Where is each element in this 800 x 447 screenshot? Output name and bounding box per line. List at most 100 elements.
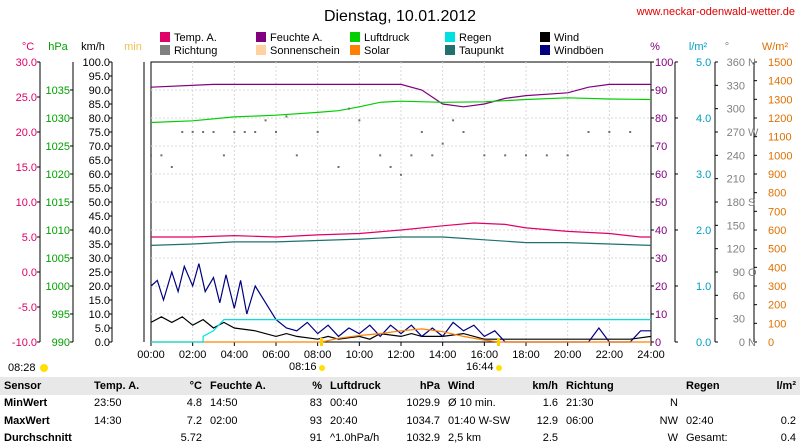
unit-rain: l/m²	[689, 41, 708, 53]
svg-text:Feuchte A.: Feuchte A.	[270, 32, 323, 44]
tick-label-wind: 10.0	[89, 309, 110, 321]
series-taupunkt	[150, 236, 652, 246]
legend-item-gusts[interactable]: Windböen	[540, 45, 604, 57]
chart-title: Dienstag, 10.01.2012	[324, 8, 476, 25]
tick-label-wind: 70.0	[89, 141, 110, 153]
tick-label-direction: 180	[727, 197, 745, 209]
tick-label-temp: 0.0	[22, 267, 37, 279]
tick-label-wind: 35.0	[89, 239, 110, 251]
unit-wind: km/h	[81, 41, 105, 53]
direction-point	[629, 131, 632, 133]
direction-point	[170, 166, 173, 168]
tick-label-pressure: 1010	[46, 225, 70, 237]
direction-label: N	[748, 57, 756, 69]
legend-item-pressure[interactable]: Luftdruck	[350, 32, 410, 44]
weather-chart: Dienstag, 10.01.2012 www.neckar-odenwald…	[8, 6, 795, 374]
tick-label-wind: 85.0	[89, 99, 110, 111]
tick-label-humidity: 0	[655, 337, 661, 349]
x-tick-label: 18:00	[512, 349, 540, 361]
direction-point	[243, 131, 246, 133]
tick-label-solar: 700	[768, 206, 786, 218]
tick-label-wind: 75.0	[89, 127, 110, 139]
legend-item-temp[interactable]: Temp. A.	[160, 32, 217, 44]
grid	[151, 62, 651, 342]
legend-item-rain[interactable]: Regen	[445, 32, 491, 44]
axis-units: °C hPa km/h min % l/m² ° W/m²	[22, 41, 789, 53]
x-tick-label: 08:00	[304, 349, 332, 361]
site-link[interactable]: www.neckar-odenwald-wetter.de	[636, 6, 795, 18]
tick-label-wind: 30.0	[89, 253, 110, 265]
tick-label-direction: 30	[733, 314, 745, 326]
unit-humidity: %	[650, 41, 660, 53]
legend-item-sunshine[interactable]: Sonnenschein	[256, 45, 340, 57]
tick-label-rain: 1.0	[696, 281, 711, 293]
tick-label-direction: 210	[727, 174, 745, 186]
svg-text:Regen: Regen	[459, 32, 491, 44]
direction-point	[222, 154, 225, 157]
direction-point	[545, 154, 548, 157]
tick-label-direction: 270	[727, 127, 745, 139]
direction-points	[150, 107, 632, 176]
tick-label-wind: 40.0	[89, 225, 110, 237]
tick-label-humidity: 60	[655, 169, 667, 181]
tick-label-humidity: 90	[655, 85, 667, 97]
legend-item-dewpoint[interactable]: Taupunkt	[445, 45, 504, 57]
tick-label-wind: 0.0	[95, 337, 110, 349]
direction-point	[233, 131, 236, 133]
direction-point	[358, 119, 361, 122]
unit-solar: W/m²	[762, 41, 789, 53]
tick-label-wind: 55.0	[89, 183, 110, 195]
direction-point	[212, 131, 215, 133]
svg-text:Sonnenschein: Sonnenschein	[270, 45, 340, 57]
tick-label-direction: 240	[727, 150, 745, 162]
direction-point	[420, 131, 423, 133]
tick-label-direction: 120	[727, 244, 745, 256]
tick-label-solar: 1300	[768, 94, 792, 106]
series-temp-a-	[151, 222, 651, 238]
tick-label-solar: 0	[768, 337, 774, 349]
series-solar	[151, 328, 651, 343]
x-tick-label: 10:00	[346, 349, 374, 361]
sun-markers: 08:16 16:44 08:28	[8, 338, 502, 374]
tick-label-wind: 95.0	[89, 71, 110, 83]
tick-label-wind: 50.0	[89, 197, 110, 209]
legend-item-humidity[interactable]: Feuchte A.	[256, 32, 323, 44]
series-regen	[151, 319, 651, 343]
direction-point	[400, 173, 402, 176]
direction-point	[285, 115, 288, 118]
tick-label-solar: 900	[768, 169, 786, 181]
direction-point	[337, 166, 340, 168]
legend-item-solar[interactable]: Solar	[350, 45, 390, 57]
direction-point	[150, 154, 152, 157]
direction-point	[431, 154, 434, 157]
tick-label-wind: 45.0	[89, 211, 110, 223]
tick-label-wind: 5.0	[95, 323, 110, 335]
sunrise-icon	[319, 365, 325, 371]
x-tick-label: 00:00	[137, 349, 165, 361]
tick-label-wind: 20.0	[89, 281, 110, 293]
x-tick-label: 22:00	[596, 349, 624, 361]
tick-label-direction: 360	[727, 57, 745, 69]
legend-item-wind[interactable]: Wind	[540, 32, 579, 44]
tick-label-wind: 15.0	[89, 295, 110, 307]
tick-label-rain: 2.0	[696, 225, 711, 237]
tick-label-pressure: 1035	[46, 85, 70, 97]
tick-label-pressure: 1030	[46, 113, 70, 125]
direction-point	[347, 107, 350, 110]
x-tick-label: 20:00	[554, 349, 582, 361]
unit-direction: °	[725, 41, 729, 53]
tick-label-humidity: 10	[655, 309, 667, 321]
x-tick-label: 14:00	[429, 349, 457, 361]
direction-point	[483, 154, 486, 157]
legend-item-direction[interactable]: Richtung	[160, 45, 217, 57]
tick-label-rain: 4.0	[696, 113, 711, 125]
tick-label-temp: -10.0	[12, 337, 37, 349]
tick-label-solar: 1100	[768, 132, 792, 144]
left-axes: -10.0 -5.0 0.0 5.0 10.0 15.0 20.0 25.0 30.0 990 99…	[12, 57, 145, 349]
x-tick-label: 24:00	[637, 349, 665, 361]
stats-row-min: MinWert 23:50 4.8 14:50 83 00:40 1029.9 Ø 10…	[4, 397, 678, 410]
direction-point	[410, 154, 413, 157]
direction-point	[181, 131, 184, 133]
unit-sunshine: min	[124, 41, 142, 53]
series-wind	[150, 316, 652, 340]
